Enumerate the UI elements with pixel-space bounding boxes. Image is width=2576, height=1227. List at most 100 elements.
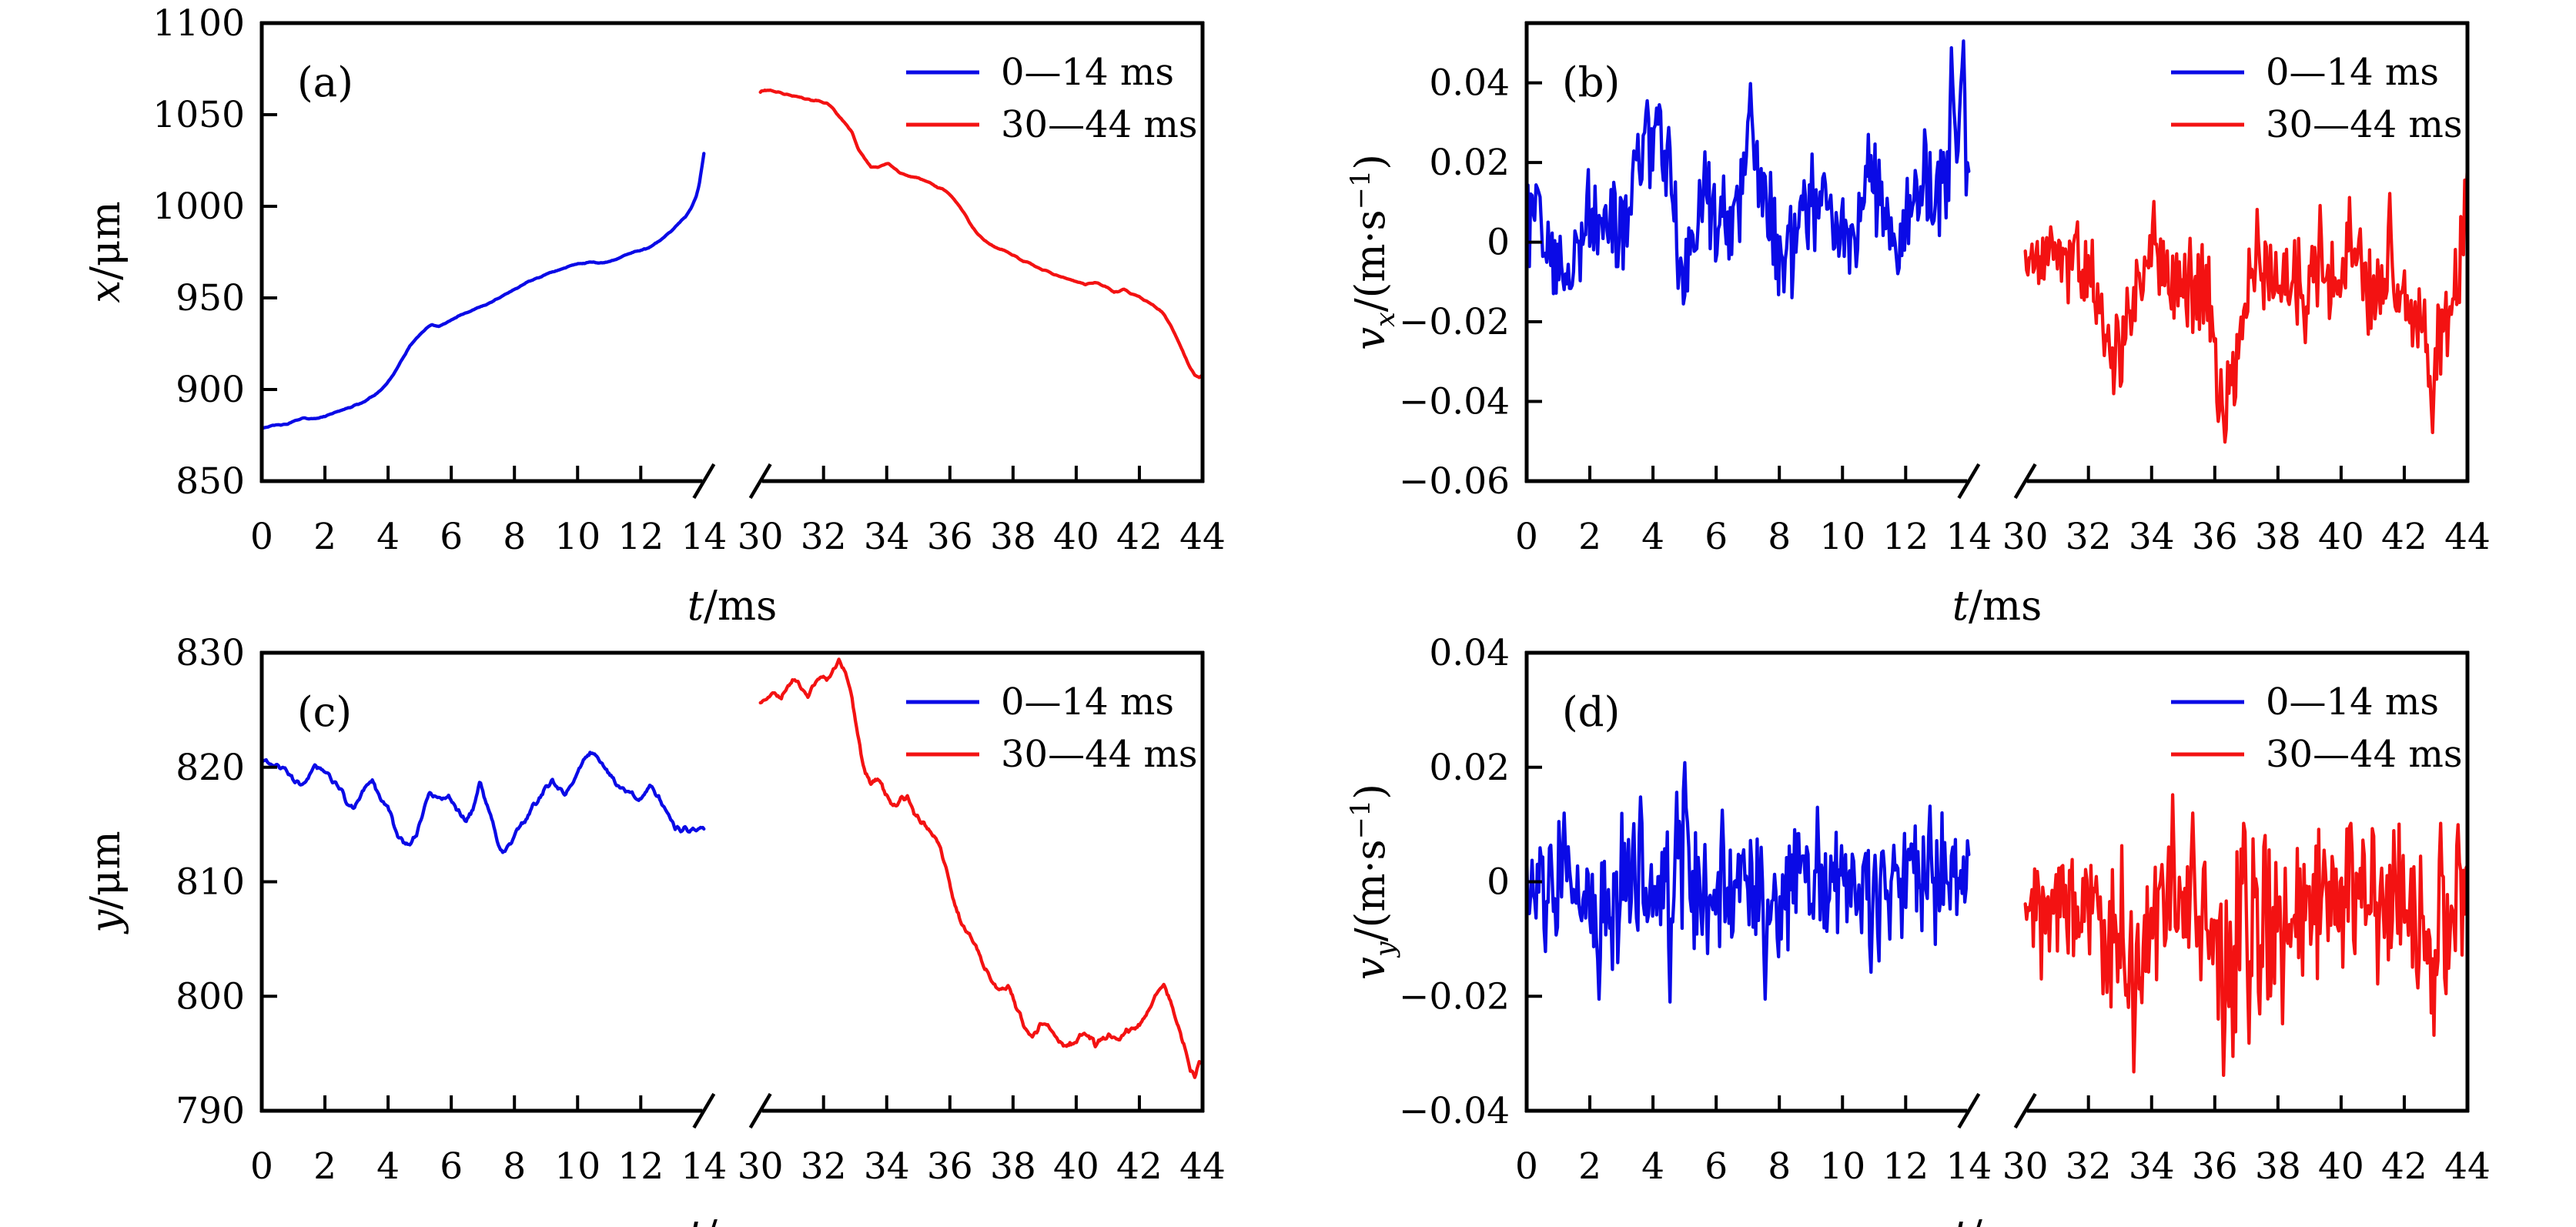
y-axis-title: y/μm (82, 831, 129, 934)
x-tick-label: 0 (250, 516, 273, 558)
legend-label-1: 0—14 ms (2266, 51, 2439, 94)
y-tick-label: 1100 (152, 2, 245, 45)
y-tick-label: −0.02 (1399, 301, 1510, 343)
panel-tag: (a) (297, 59, 353, 106)
y-tick-label: 800 (176, 975, 245, 1018)
legend-label-1: 0—14 ms (1001, 51, 1174, 94)
x-tick-label: 44 (1179, 1145, 1226, 1188)
x-tick-label: 8 (503, 1145, 526, 1188)
series-line-a-0 (259, 152, 706, 430)
x-tick-label: 8 (1768, 1145, 1791, 1188)
x-tick-label: 38 (2255, 516, 2301, 558)
y-tick-label: 0 (1487, 222, 1510, 264)
y-tick-label: 1000 (152, 186, 245, 228)
x-tick-label: 36 (927, 1145, 973, 1188)
y-axis-title: x/μm (82, 201, 129, 303)
x-tick-label: 2 (1578, 1145, 1601, 1188)
x-tick-label: 30 (2002, 1145, 2049, 1188)
x-tick-label: 14 (681, 1145, 727, 1188)
y-tick-label: −0.04 (1399, 381, 1510, 423)
series-line-c-1 (758, 657, 1205, 1079)
x-tick-label: 38 (2255, 1145, 2301, 1188)
x-tick-label: 4 (1641, 516, 1664, 558)
x-tick-label: 12 (617, 1145, 664, 1188)
x-tick-label: 32 (2066, 1145, 2112, 1188)
legend-label-1: 0—14 ms (1001, 680, 1174, 724)
x-tick-label: 30 (2002, 516, 2049, 558)
legend-label-2: 30—44 ms (2266, 733, 2463, 776)
x-tick-label: 30 (738, 1145, 784, 1188)
x-axis-title: t/ms (1952, 583, 2042, 630)
x-tick-label: 42 (2381, 1145, 2427, 1188)
y-axis-title: vy/(m·s−1) (1346, 784, 1401, 980)
y-tick-label: 0.04 (1429, 632, 1510, 674)
y-tick-label: 0.02 (1429, 747, 1510, 789)
y-tick-label: 1050 (152, 94, 245, 136)
axis-break-slash-2 (748, 1092, 772, 1129)
x-tick-label: 14 (1945, 1145, 1992, 1188)
x-axis-title: t/ms (687, 1212, 778, 1227)
axis-break-slash-1 (1957, 463, 1981, 500)
panel-d: 0.040.020−0.02−0.040 2 4 6 8 10 12 14 30 32 34 36 38… (1346, 632, 2491, 1227)
x-tick-label: 8 (1768, 516, 1791, 558)
y-tick-label: 810 (176, 861, 245, 904)
y-tick-label: 820 (176, 747, 245, 789)
x-tick-label: 36 (927, 516, 973, 558)
x-tick-label: 10 (1819, 516, 1865, 558)
legend-label-2: 30—44 ms (2266, 103, 2463, 146)
x-tick-label: 32 (2066, 516, 2112, 558)
x-tick-label: 44 (2444, 516, 2491, 558)
x-tick-label: 2 (1578, 516, 1601, 558)
x-tick-label: 6 (1705, 516, 1728, 558)
x-tick-label: 40 (1053, 1145, 1099, 1188)
panel-tag: (d) (1562, 689, 1620, 736)
x-tick-label: 14 (681, 516, 727, 558)
axis-break-slash-1 (1957, 1092, 1981, 1129)
x-tick-label: 0 (1515, 1145, 1538, 1188)
x-tick-label: 10 (554, 516, 601, 558)
y-tick-label: 790 (176, 1090, 245, 1132)
x-tick-label: 34 (2129, 1145, 2175, 1188)
x-tick-label: 4 (1641, 1145, 1664, 1188)
x-tick-label: 8 (503, 516, 526, 558)
x-tick-label: 14 (1945, 516, 1992, 558)
x-tick-label: 32 (801, 516, 847, 558)
x-tick-label: 10 (1819, 1145, 1865, 1188)
y-tick-label: 0 (1487, 861, 1510, 904)
series-line-b-0 (1524, 39, 1971, 306)
x-tick-label: 34 (2129, 516, 2175, 558)
panel-tag: (b) (1562, 59, 1620, 106)
x-tick-label: 36 (2192, 1145, 2238, 1188)
y-tick-label: 950 (176, 277, 245, 319)
x-axis-title: t/ms (687, 583, 778, 630)
y-tick-label: 850 (176, 460, 245, 503)
panel-tag: (c) (297, 689, 352, 736)
x-tick-label: 42 (1116, 1145, 1163, 1188)
x-tick-label: 30 (738, 516, 784, 558)
x-tick-label: 4 (376, 516, 400, 558)
x-tick-label: 40 (2318, 1145, 2364, 1188)
x-tick-label: 12 (1882, 516, 1929, 558)
x-tick-label: 6 (440, 1145, 463, 1188)
series-line-d-0 (1524, 761, 1971, 1004)
y-tick-label: −0.02 (1399, 975, 1510, 1018)
x-axis-title: t/ms (1952, 1212, 2042, 1227)
x-tick-label: 6 (1705, 1145, 1728, 1188)
y-tick-label: 0.02 (1429, 142, 1510, 184)
y-axis-title: vx/(m·s−1) (1346, 154, 1401, 350)
legend-label-2: 30—44 ms (1001, 103, 1198, 146)
axis-break-slash-2 (2013, 1092, 2037, 1129)
x-tick-label: 40 (1053, 516, 1099, 558)
x-tick-label: 34 (864, 516, 910, 558)
x-tick-label: 44 (2444, 1145, 2491, 1188)
x-tick-label: 10 (554, 1145, 601, 1188)
x-tick-label: 2 (313, 516, 336, 558)
axis-break-slash-2 (748, 463, 772, 500)
series-line-d-1 (2023, 793, 2470, 1078)
legend-label-2: 30—44 ms (1001, 733, 1198, 776)
y-tick-label: −0.06 (1399, 460, 1510, 503)
y-tick-label: 900 (176, 369, 245, 411)
